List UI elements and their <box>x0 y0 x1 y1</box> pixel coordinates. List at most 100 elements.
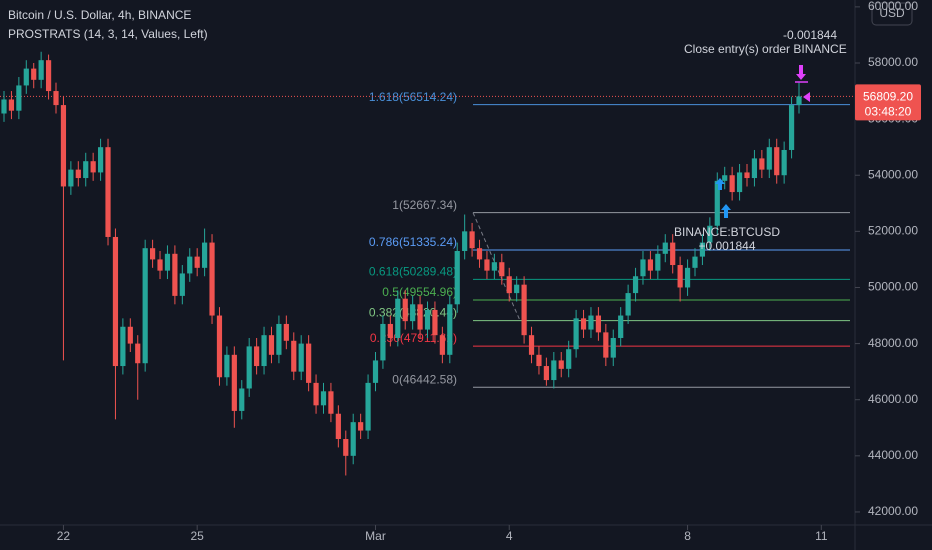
y-tick-label: 58000.00 <box>868 55 918 69</box>
y-tick-label: 44000.00 <box>868 448 918 462</box>
y-tick-label: 60000.00 <box>868 0 918 13</box>
candle-body <box>714 180 720 226</box>
candle-body <box>476 248 483 260</box>
y-tick-label: 50000.00 <box>868 280 918 294</box>
candle-body <box>157 259 163 271</box>
x-tick-label: 25 <box>191 529 205 543</box>
candle-body <box>306 343 312 383</box>
candle-body <box>1 99 7 114</box>
candle-body <box>97 147 104 173</box>
candle-body <box>491 262 497 271</box>
candle-body <box>424 309 431 330</box>
candle-body <box>298 343 304 372</box>
candle-body <box>402 298 408 322</box>
fib-label: 1.618(56514.24) <box>369 90 457 104</box>
candle-body <box>283 323 289 341</box>
candle-body <box>536 354 542 367</box>
candle-body <box>647 259 654 271</box>
candle-body <box>246 346 252 389</box>
candle-body <box>551 360 557 381</box>
signal-arrow <box>803 92 810 102</box>
candle-body <box>774 147 780 176</box>
candle-body <box>372 360 379 383</box>
fib-label: 0(46442.58) <box>392 372 457 386</box>
countdown-label: 03:48:20 <box>865 105 912 119</box>
y-tick-label: 48000.00 <box>868 336 918 350</box>
candle-body <box>127 326 133 344</box>
x-tick-label: Mar <box>365 529 386 543</box>
candle-body <box>781 149 787 176</box>
plot: 1.618(56514.24) 1(52667.34) 0.786(51335.24… <box>0 28 855 476</box>
candle-body <box>23 68 29 86</box>
currency-button[interactable] <box>871 2 913 26</box>
candle-body <box>640 259 646 277</box>
candle-body <box>603 332 609 358</box>
candle-body <box>216 315 223 378</box>
candle-body <box>380 323 386 361</box>
candle-body <box>729 175 735 193</box>
candle-body <box>610 337 616 358</box>
candle-body <box>194 256 200 268</box>
candle-body <box>417 304 423 330</box>
candle-body <box>358 422 364 431</box>
fib-label: 0.618(50289.48) <box>369 265 457 279</box>
candle-body <box>343 438 349 456</box>
candle-body <box>699 242 706 257</box>
candle-body <box>655 253 661 271</box>
price-badge <box>855 84 921 121</box>
candle-body <box>506 276 512 294</box>
candle-body <box>499 262 505 277</box>
candle-body <box>469 231 475 249</box>
candle-body <box>766 147 772 170</box>
signal-arrow <box>721 204 731 218</box>
candle-body <box>588 315 594 330</box>
candle-body <box>45 60 52 92</box>
candle-body <box>120 326 126 367</box>
fib-label: 0.786(51335.24) <box>369 235 457 249</box>
candle-body <box>179 273 185 296</box>
candle-body <box>744 172 750 179</box>
candle-body <box>8 99 15 111</box>
candle-body <box>684 267 691 288</box>
signal-arrow <box>796 65 806 80</box>
candle-body <box>632 276 639 294</box>
y-tick-label: 52000.00 <box>868 224 918 238</box>
candle-body <box>239 388 245 411</box>
candle-body <box>38 60 44 80</box>
candle-body <box>395 298 401 338</box>
candle-body <box>83 161 89 179</box>
currency-label[interactable]: USD <box>879 6 905 20</box>
y-tick-label: 54000.00 <box>868 167 918 181</box>
candle-body <box>172 253 178 296</box>
candle-body <box>454 250 460 305</box>
y-tick-label: 42000.00 <box>868 504 918 518</box>
candle-body <box>387 323 393 338</box>
candle-body <box>788 105 795 150</box>
candle-body <box>313 382 319 406</box>
candle-body <box>796 96 802 106</box>
candle-body <box>528 335 535 355</box>
candle-body <box>112 236 119 367</box>
annotation: Close entry(s) order BINANCE <box>684 42 847 56</box>
candle-body <box>670 242 676 266</box>
candle-body <box>484 259 490 271</box>
candle-body <box>410 304 416 322</box>
candle-body <box>573 318 579 350</box>
chart-title: Bitcoin / U.S. Dollar, 4h, BINANCE <box>8 8 191 22</box>
candle-body <box>105 147 111 237</box>
candle-body <box>16 85 22 111</box>
candle-body <box>31 68 37 80</box>
candle-body <box>187 256 193 274</box>
candle-body <box>231 354 237 411</box>
fib-label: 1(52667.34) <box>392 198 457 212</box>
candle-body <box>439 335 445 355</box>
candle-body <box>135 343 141 364</box>
candle-body <box>692 256 698 268</box>
candle-body <box>350 422 356 456</box>
price-badge-label: 56809.20 <box>863 90 913 104</box>
signal-arrow <box>715 178 725 190</box>
candle-body <box>521 284 527 336</box>
candle-body <box>320 391 327 406</box>
annotation: BINANCE:BTCUSD <box>674 225 780 239</box>
